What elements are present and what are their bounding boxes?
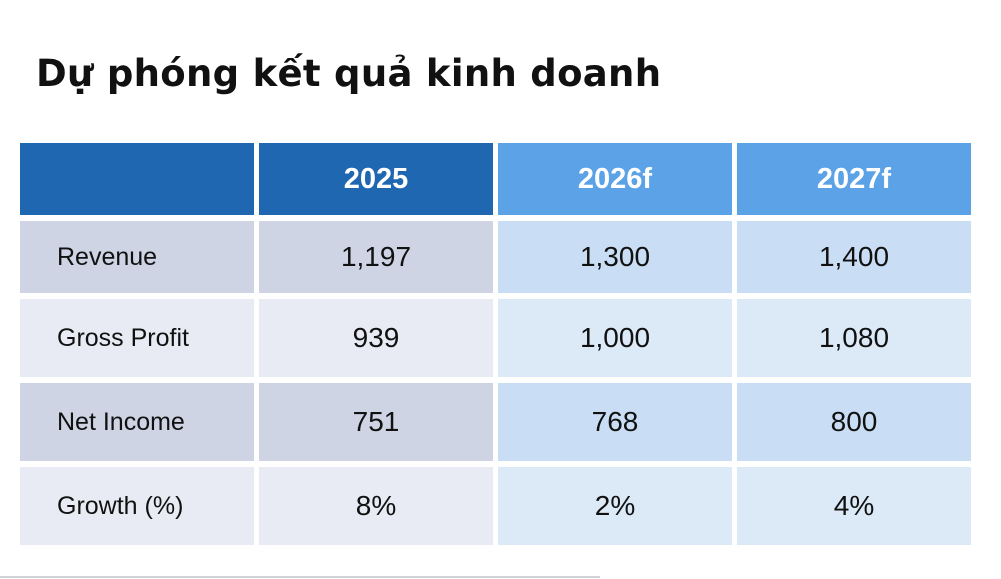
table-cell: 1,080 xyxy=(737,299,971,377)
row-label-revenue: Revenue xyxy=(20,221,254,293)
table-header-2025: 2025 xyxy=(259,143,493,215)
table-header-2027f: 2027f xyxy=(737,143,971,215)
table-cell: 1,300 xyxy=(498,221,732,293)
row-label-net-income: Net Income xyxy=(20,383,254,461)
page-title: Dự phóng kết quả kinh doanh xyxy=(36,52,662,95)
table-header-2026f: 2026f xyxy=(498,143,732,215)
table-cell: 800 xyxy=(737,383,971,461)
table-cell: 1,400 xyxy=(737,221,971,293)
table-cell: 1,197 xyxy=(259,221,493,293)
table-cell: 768 xyxy=(498,383,732,461)
row-label-growth: Growth (%) xyxy=(20,467,254,545)
forecast-table: 2025 2026f 2027f Revenue 1,197 1,300 1,4… xyxy=(20,143,971,545)
table-cell: 2% xyxy=(498,467,732,545)
table-cell: 939 xyxy=(259,299,493,377)
table-cell: 4% xyxy=(737,467,971,545)
table-cell: 1,000 xyxy=(498,299,732,377)
table-cell: 751 xyxy=(259,383,493,461)
row-label-gross-profit: Gross Profit xyxy=(20,299,254,377)
table-cell: 8% xyxy=(259,467,493,545)
bottom-divider xyxy=(0,576,600,578)
table-header-blank xyxy=(20,143,254,215)
